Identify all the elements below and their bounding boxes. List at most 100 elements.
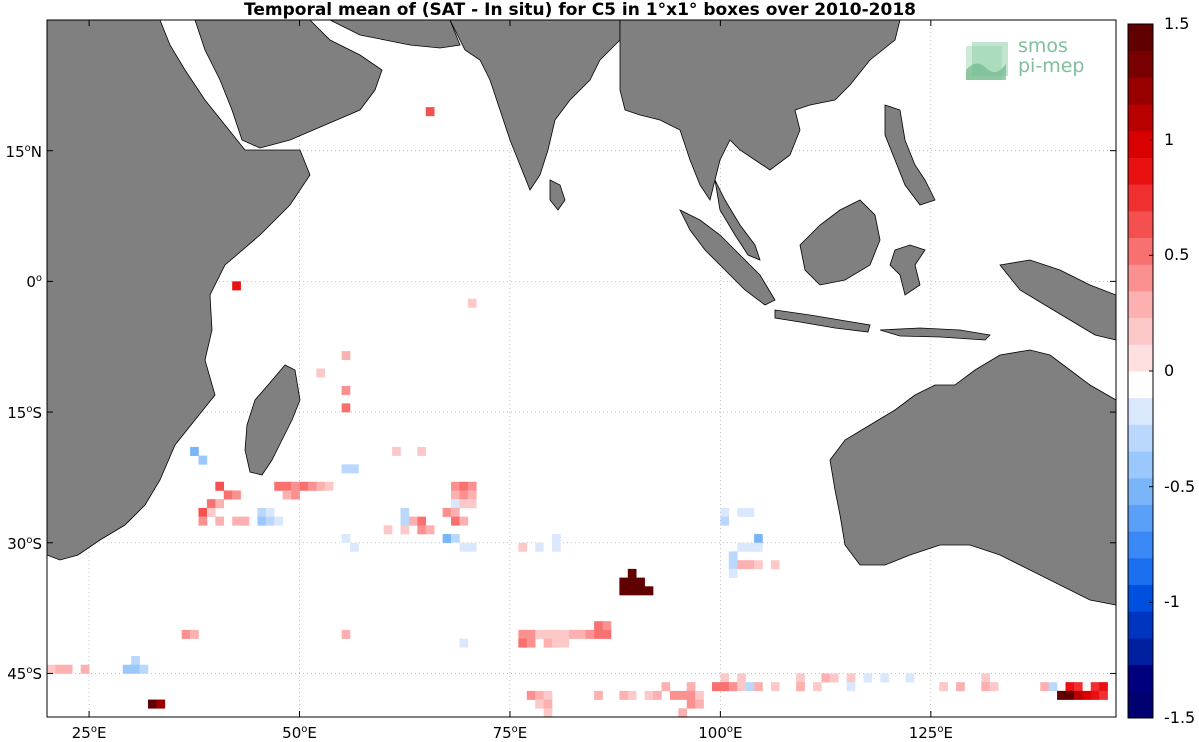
colorbar-segment [1128, 504, 1153, 532]
data-cell [653, 690, 662, 700]
data-cell [451, 542, 460, 552]
data-cell [636, 586, 645, 596]
data-cell [728, 568, 738, 578]
data-cell [846, 682, 856, 692]
colorbar-segment [1128, 50, 1153, 78]
data-cell [560, 638, 570, 648]
data-cell [821, 673, 831, 683]
colorbar-tick-label: 0 [1164, 361, 1175, 380]
data-cell [324, 481, 334, 491]
data-cell [1090, 690, 1100, 700]
colorbar-frame [1127, 23, 1154, 719]
data-cell [535, 629, 544, 639]
data-cell [577, 629, 587, 639]
data-cell [442, 507, 452, 517]
data-cell [265, 516, 275, 526]
data-cell [543, 629, 553, 639]
data-cell [602, 629, 612, 639]
colorbar-segment [1128, 637, 1153, 666]
data-cell [981, 673, 991, 683]
colorbar-tick-label: -1.5 [1164, 708, 1196, 727]
land-sulawesi [889, 244, 926, 296]
data-cell [341, 351, 351, 361]
data-cell [518, 638, 528, 648]
data-cell [131, 656, 140, 666]
data-cell [796, 673, 805, 683]
data-cell [232, 516, 241, 526]
data-cell [1090, 682, 1100, 692]
data-cell [459, 499, 469, 509]
data-cell [829, 673, 839, 683]
data-cell [678, 708, 688, 718]
data-cell [619, 586, 629, 596]
data-cell [383, 525, 393, 535]
map-frame [46, 19, 1117, 718]
data-cell [459, 638, 469, 648]
y-tick-label: 15oS [7, 404, 42, 423]
data-cell [543, 690, 553, 700]
data-cell [686, 699, 696, 709]
data-cell [720, 507, 730, 517]
land-sumatra [679, 209, 776, 306]
x-tick-label: 50oE [282, 724, 317, 742]
data-cell [518, 542, 528, 552]
land-madagascar [244, 364, 301, 476]
data-cell [939, 682, 948, 692]
logo-wave-icon [966, 42, 1008, 80]
land-java [774, 309, 871, 333]
data-cell [467, 481, 477, 491]
data-cell [307, 481, 317, 491]
data-cell [417, 516, 427, 526]
colorbar-segment [1128, 344, 1153, 372]
data-cell [341, 464, 351, 474]
y-tick-hemi: S [32, 534, 42, 553]
data-cell [1048, 682, 1058, 692]
data-cell [981, 682, 991, 692]
data-cell [291, 481, 300, 491]
x-tick-label: 125oE [908, 724, 953, 742]
colorbar-segment [1128, 237, 1153, 265]
data-cell [467, 490, 477, 500]
data-cell [257, 516, 267, 526]
logo-text: smos pi-mep [1018, 36, 1084, 76]
data-cell [451, 499, 460, 509]
data-cell [215, 481, 225, 491]
colorbar-segment [1128, 531, 1153, 559]
data-cell [459, 481, 469, 491]
data-cell [451, 516, 460, 526]
data-cell [274, 516, 283, 526]
data-cell [459, 542, 469, 552]
data-cell [400, 525, 410, 535]
map-title: Temporal mean of (SAT - In situ) for C5 … [244, 0, 916, 20]
data-cell [459, 516, 469, 526]
data-cell [543, 708, 553, 718]
data-cell [905, 673, 915, 683]
y-tick-hemi: S [32, 665, 42, 684]
colorbar-segment [1128, 184, 1153, 212]
data-cell [602, 621, 612, 631]
data-cell [181, 629, 191, 639]
land-lesser-sunda [879, 327, 991, 341]
land-masses [46, 19, 1117, 606]
data-cell [1099, 690, 1108, 700]
data-cell [190, 629, 199, 639]
colorbar-tick-label: 1 [1164, 129, 1175, 149]
colorbar-segment [1128, 210, 1153, 239]
data-cell [552, 638, 561, 648]
land-sri-lanka [549, 179, 566, 211]
data-cell [627, 586, 637, 596]
x-tick-deg: 75 [492, 724, 512, 742]
data-cell [215, 516, 225, 526]
logo-line2: pi-mep [1018, 55, 1085, 77]
y-tick-label: 30oS [7, 534, 42, 553]
data-cell [451, 507, 460, 517]
data-cell [754, 534, 763, 544]
data-cell [636, 577, 645, 587]
data-cell [341, 534, 351, 544]
y-tick-label: 0o [26, 273, 42, 292]
data-cell [232, 281, 241, 291]
data-cell [55, 664, 65, 674]
data-cell [745, 560, 755, 570]
x-tick-label: 75oE [492, 724, 528, 742]
